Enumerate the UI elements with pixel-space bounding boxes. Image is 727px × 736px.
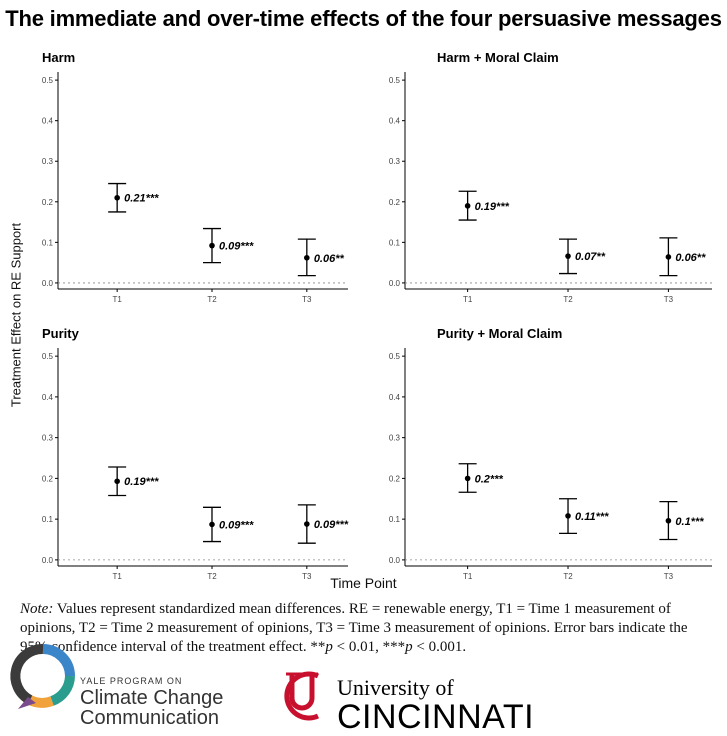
data-point bbox=[304, 254, 310, 261]
data-label: 0.09*** bbox=[219, 241, 254, 253]
x-tick-label: T3 bbox=[302, 295, 312, 304]
y-axis-label: Treatment Effect on RE Support bbox=[8, 222, 24, 408]
yale-logo-arc-teal bbox=[50, 675, 75, 706]
data-point bbox=[209, 242, 215, 249]
data-label: 0.19*** bbox=[475, 201, 510, 213]
yale-climate-logo-icon bbox=[10, 643, 75, 709]
data-point bbox=[665, 254, 672, 260]
data-point bbox=[565, 513, 571, 519]
data-point bbox=[304, 521, 310, 527]
data-label: 0.2*** bbox=[475, 473, 504, 485]
y-tick-label: 0.3 bbox=[389, 157, 401, 166]
y-tick-label: 0.4 bbox=[42, 117, 54, 126]
y-tick-label: 0.1 bbox=[42, 238, 54, 247]
data-point bbox=[114, 194, 120, 201]
yale-small-text: YALE PROGRAM ON bbox=[80, 676, 183, 686]
y-tick-label: 0.2 bbox=[42, 474, 54, 483]
data-label: 0.07** bbox=[575, 251, 606, 263]
data-point bbox=[464, 475, 471, 482]
y-tick-label: 0.5 bbox=[42, 76, 54, 85]
x-tick-label: T3 bbox=[664, 572, 674, 581]
x-tick-label: T2 bbox=[207, 295, 217, 304]
y-tick-label: 0.0 bbox=[42, 279, 54, 288]
data-label: 0.21*** bbox=[124, 193, 159, 205]
panel-title: Harm + Moral Claim bbox=[437, 50, 559, 65]
x-axis-label: Time Point bbox=[330, 575, 397, 591]
data-point bbox=[209, 521, 215, 528]
y-tick-label: 0.2 bbox=[42, 198, 54, 207]
data-point bbox=[665, 517, 672, 524]
data-label: 0.06** bbox=[314, 253, 345, 265]
uc-logo-text: University of CINCINNATI bbox=[337, 675, 535, 736]
data-label: 0.19*** bbox=[124, 476, 159, 488]
panel-title: Harm bbox=[42, 50, 75, 65]
x-tick-label: T1 bbox=[112, 295, 122, 304]
y-tick-label: 0.5 bbox=[389, 352, 401, 361]
panel-title: Purity + Moral Claim bbox=[437, 326, 562, 341]
uc-logo-icon bbox=[284, 671, 320, 721]
y-tick-label: 0.2 bbox=[389, 198, 401, 207]
y-tick-label: 0.1 bbox=[389, 238, 401, 247]
panel-title: Purity bbox=[42, 326, 80, 341]
note-text-2: < 0.01, *** bbox=[332, 639, 406, 655]
uc-small-text: University of bbox=[337, 675, 454, 700]
y-tick-label: 0.4 bbox=[389, 117, 401, 126]
x-tick-label: T1 bbox=[463, 295, 473, 304]
x-tick-label: T2 bbox=[207, 572, 217, 581]
x-tick-label: T2 bbox=[563, 572, 573, 581]
y-tick-label: 0.1 bbox=[389, 515, 401, 524]
y-tick-label: 0.5 bbox=[42, 352, 54, 361]
note-prefix: Note: bbox=[20, 601, 54, 617]
yale-line-2: Communication bbox=[80, 707, 219, 729]
data-label: 0.09*** bbox=[314, 519, 349, 531]
y-tick-label: 0.3 bbox=[389, 434, 401, 443]
data-label: 0.06** bbox=[675, 252, 706, 264]
x-tick-label: T2 bbox=[563, 295, 573, 304]
x-tick-label: T3 bbox=[664, 295, 674, 304]
note-text-3: < 0.001. bbox=[412, 639, 467, 655]
note-p-1: p bbox=[325, 639, 333, 655]
data-point bbox=[565, 253, 571, 259]
y-tick-label: 0.0 bbox=[42, 556, 54, 565]
data-point bbox=[114, 478, 120, 485]
y-tick-label: 0.4 bbox=[389, 393, 401, 402]
y-tick-label: 0.0 bbox=[389, 279, 401, 288]
note-p-2: p bbox=[405, 639, 413, 655]
data-label: 0.1*** bbox=[675, 516, 704, 528]
y-tick-label: 0.4 bbox=[42, 393, 54, 402]
uc-logo-u bbox=[289, 674, 315, 711]
x-tick-label: T3 bbox=[302, 572, 312, 581]
y-tick-label: 0.2 bbox=[389, 474, 401, 483]
y-tick-label: 0.5 bbox=[389, 76, 401, 85]
data-point bbox=[464, 203, 471, 209]
x-tick-label: T1 bbox=[463, 572, 473, 581]
faceted-chart: Harm 0.0 0.1 0.2 0.3 0.4 0.5 T1 T2 T3 0.21*** 0.09*… bbox=[42, 50, 712, 581]
figure-note: Note: Values represent standardized mean… bbox=[20, 600, 710, 657]
chart-title: The immediate and over-time effects of t… bbox=[5, 6, 722, 31]
y-tick-label: 0.3 bbox=[42, 434, 54, 443]
y-tick-label: 0.1 bbox=[42, 515, 54, 524]
data-label: 0.09*** bbox=[219, 519, 254, 531]
logo-bar: YALE PROGRAM ON Climate Change Communica… bbox=[0, 636, 727, 735]
yale-logo-tail bbox=[18, 697, 36, 709]
y-tick-label: 0.3 bbox=[42, 157, 54, 166]
yale-logo-text: YALE PROGRAM ON Climate Change Communica… bbox=[80, 676, 223, 728]
yale-logo-arc-blue bbox=[42, 644, 75, 677]
y-tick-label: 0.0 bbox=[389, 556, 401, 565]
note-text-1: Values represent standardized mean diffe… bbox=[20, 601, 688, 655]
x-tick-label: T1 bbox=[112, 572, 122, 581]
uc-big-text: CINCINNATI bbox=[337, 698, 535, 736]
yale-line-1: Climate Change bbox=[80, 687, 224, 709]
yale-logo-arc-grey bbox=[10, 643, 44, 705]
data-label: 0.11*** bbox=[575, 511, 609, 523]
